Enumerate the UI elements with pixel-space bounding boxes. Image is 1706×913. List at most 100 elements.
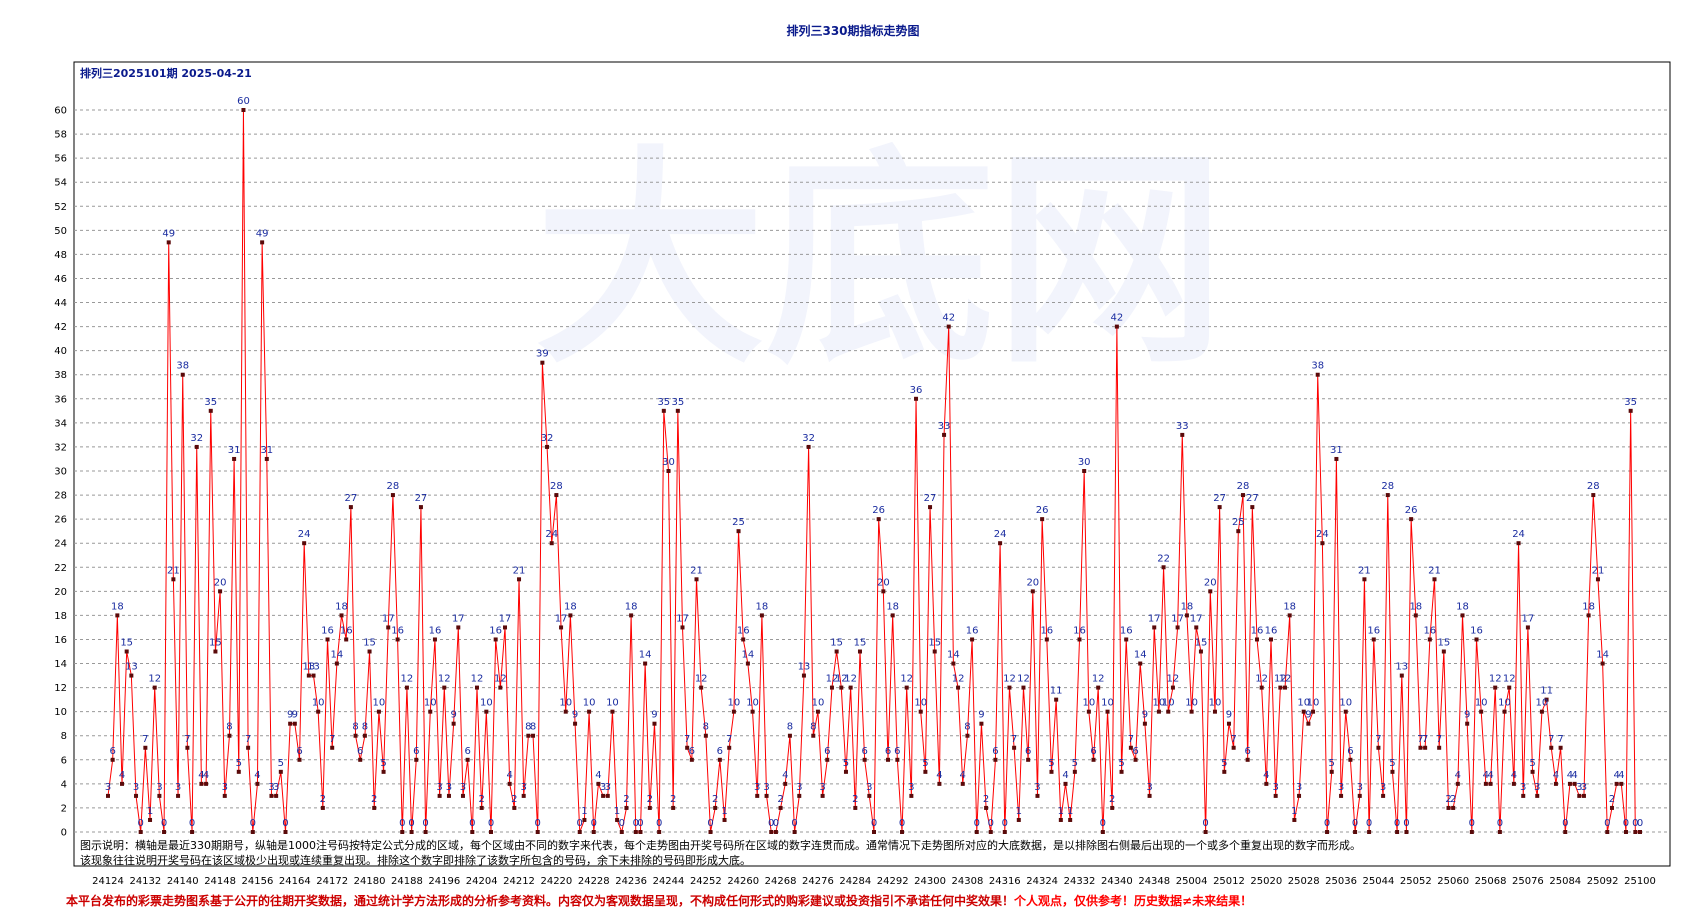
data-point — [1591, 493, 1596, 498]
data-point — [166, 240, 171, 245]
data-point — [264, 456, 269, 461]
data-point — [1264, 781, 1269, 786]
data-label: 5 — [1048, 758, 1054, 769]
data-label: 4 — [198, 770, 204, 781]
data-point — [512, 805, 517, 810]
data-point — [1385, 493, 1390, 498]
data-point — [1170, 685, 1175, 690]
data-point — [222, 793, 227, 798]
data-point — [288, 721, 293, 726]
y-tick-label: 2 — [61, 803, 67, 814]
data-point — [1086, 709, 1091, 714]
data-point — [1231, 745, 1236, 750]
x-tick-label: 24124 — [92, 876, 124, 887]
data-label: 17 — [452, 613, 465, 624]
data-label: 2 — [478, 794, 484, 805]
data-label: 5 — [1529, 758, 1535, 769]
data-label: 16 — [321, 625, 334, 636]
data-point — [1315, 372, 1320, 377]
data-point — [1511, 781, 1516, 786]
data-label: 18 — [1409, 601, 1422, 612]
x-tick-label: 24212 — [503, 876, 535, 887]
data-point — [1409, 517, 1414, 522]
x-tick-label: 25076 — [1512, 876, 1544, 887]
data-point — [633, 830, 638, 834]
data-point — [180, 372, 185, 377]
data-label: 42 — [1111, 313, 1124, 324]
data-label: 31 — [1330, 445, 1343, 456]
data-point — [535, 830, 540, 834]
data-point — [909, 793, 914, 798]
data-point — [1320, 541, 1325, 546]
data-label: 2 — [511, 794, 517, 805]
data-point — [918, 709, 923, 714]
data-label: 7 — [245, 734, 251, 745]
data-label: 4 — [1062, 770, 1068, 781]
data-label: 12 — [1017, 674, 1030, 685]
data-point — [1446, 805, 1451, 810]
data-label: 0 — [1604, 818, 1610, 829]
data-label: 3 — [1520, 782, 1526, 793]
data-point — [1395, 830, 1400, 834]
data-point — [250, 830, 255, 834]
data-point — [1362, 577, 1367, 582]
data-point — [1483, 781, 1488, 786]
data-label: 20 — [1026, 577, 1039, 588]
data-point — [1325, 830, 1330, 834]
y-tick-label: 36 — [54, 394, 67, 405]
data-point — [1147, 793, 1152, 798]
data-label: 16 — [429, 625, 442, 636]
data-label: 12 — [844, 674, 857, 685]
data-label: 4 — [1483, 770, 1489, 781]
data-label: 9 — [450, 710, 456, 721]
data-label: 3 — [273, 782, 279, 793]
y-tick-label: 42 — [54, 322, 67, 333]
x-tick-label: 24284 — [839, 876, 871, 887]
data-label: 8 — [362, 722, 368, 733]
data-label: 18 — [1456, 601, 1469, 612]
data-label: 0 — [1632, 818, 1638, 829]
data-label: 26 — [1036, 505, 1049, 516]
data-point — [1292, 817, 1297, 822]
y-tick-label: 54 — [54, 178, 67, 189]
data-label: 2 — [1445, 794, 1451, 805]
x-tick-label: 24228 — [578, 876, 610, 887]
data-point — [446, 793, 451, 798]
data-label: 6 — [717, 746, 723, 757]
data-label: 2 — [320, 794, 326, 805]
data-point — [577, 830, 582, 834]
data-label: 28 — [550, 481, 563, 492]
data-label: 15 — [1437, 638, 1450, 649]
data-point — [755, 793, 760, 798]
data-label: 18 — [564, 601, 577, 612]
data-label: 3 — [156, 782, 162, 793]
data-label: 24 — [298, 529, 311, 540]
y-tick-label: 32 — [54, 442, 67, 453]
data-point — [1469, 830, 1474, 834]
data-point — [246, 745, 251, 750]
data-label: 16 — [1265, 625, 1278, 636]
data-point — [787, 733, 792, 738]
data-point — [1311, 709, 1316, 714]
data-label: 6 — [1090, 746, 1096, 757]
data-point — [591, 830, 596, 834]
data-label: 4 — [1455, 770, 1461, 781]
y-tick-label: 22 — [54, 563, 67, 574]
data-point — [1595, 577, 1600, 582]
data-label: 2 — [1450, 794, 1456, 805]
data-label: 49 — [162, 228, 175, 239]
data-point — [297, 757, 302, 762]
data-point — [531, 733, 536, 738]
data-label: 0 — [707, 818, 713, 829]
data-label: 0 — [189, 818, 195, 829]
data-label: 17 — [1171, 613, 1184, 624]
x-tick-label: 24244 — [653, 876, 685, 887]
point-labels: 3618415133071123049213387032443515203831… — [105, 96, 1643, 829]
data-label: 0 — [1324, 818, 1330, 829]
data-point — [596, 781, 601, 786]
data-point — [1269, 637, 1274, 642]
data-label: 18 — [111, 601, 124, 612]
data-label: 0 — [1002, 818, 1008, 829]
data-label: 0 — [250, 818, 256, 829]
data-point — [521, 793, 526, 798]
